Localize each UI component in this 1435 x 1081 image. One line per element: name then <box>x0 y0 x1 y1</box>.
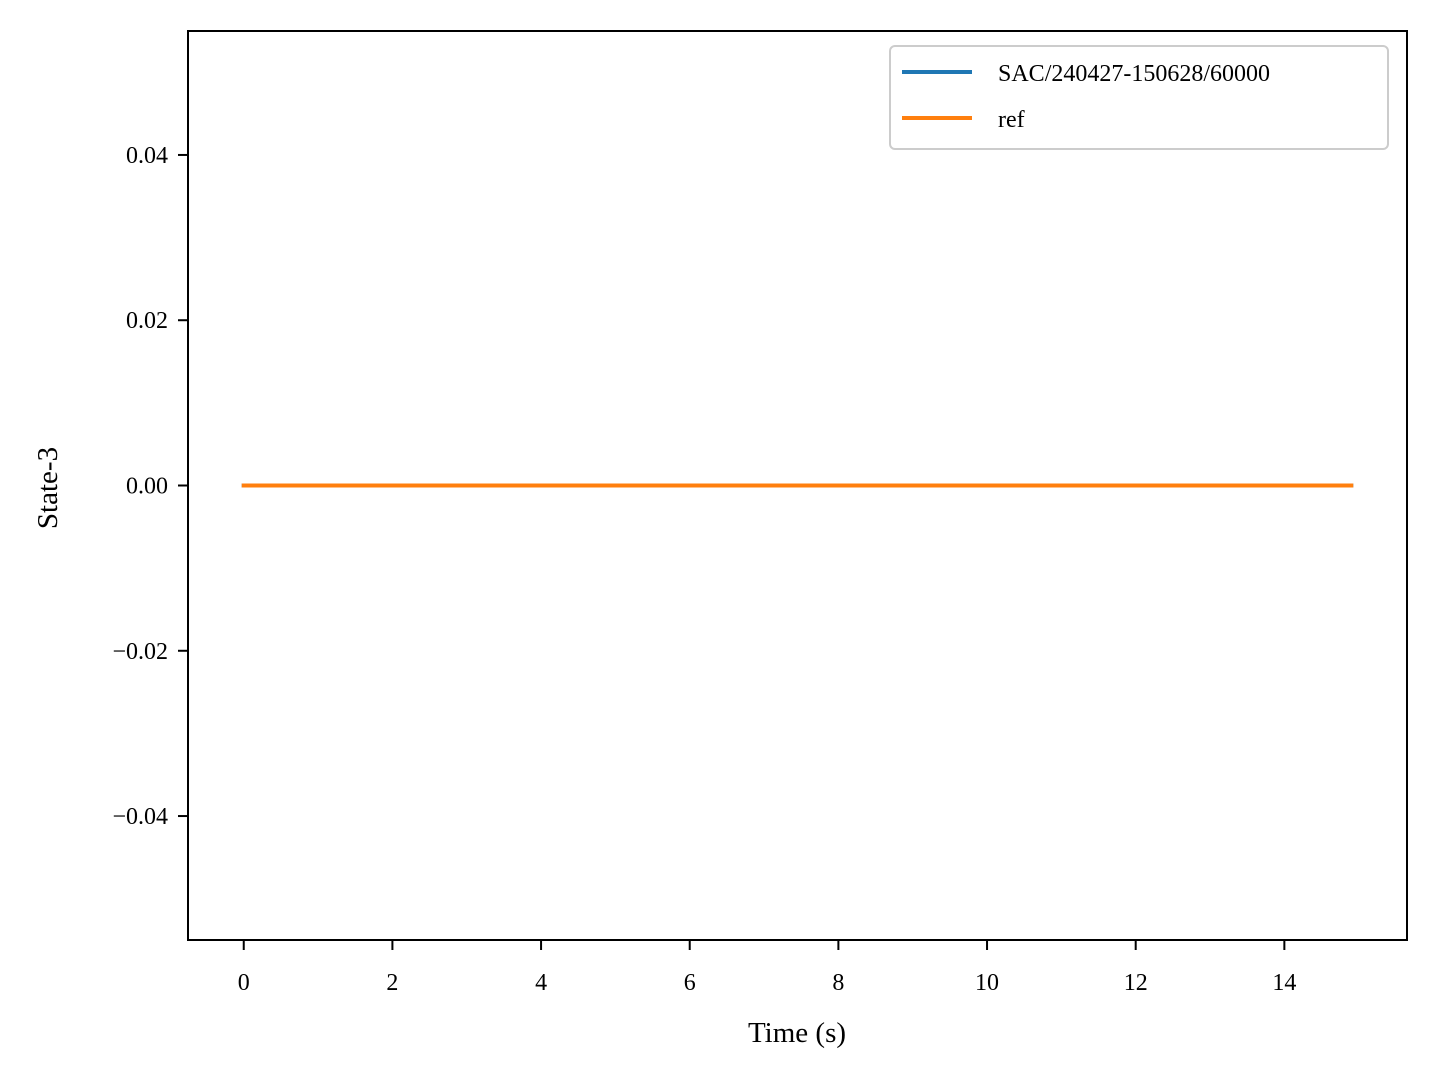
legend-label-ref: ref <box>998 107 1025 133</box>
y-axis: 0.04 0.02 0.00 −0.02 −0.04 <box>112 143 188 830</box>
x-tick-label: 4 <box>535 970 547 996</box>
x-tick-label: 2 <box>386 970 398 996</box>
x-tick-label: 0 <box>238 970 250 996</box>
y-axis-label: State-3 <box>32 447 64 529</box>
y-tick-label: −0.02 <box>112 639 168 665</box>
legend-box <box>889 45 1389 150</box>
x-tick-label: 10 <box>975 970 999 996</box>
x-tick-label: 14 <box>1272 970 1296 996</box>
legend-label-sac: SAC/240427-150628/60000 <box>998 61 1270 87</box>
x-axis: 0 2 4 6 8 10 12 14 <box>238 940 1296 996</box>
y-tick-label: 0.02 <box>126 308 168 334</box>
y-tick-label: 0.04 <box>126 143 168 169</box>
x-tick-label: 12 <box>1124 970 1148 996</box>
y-tick-label: −0.04 <box>112 804 168 830</box>
x-tick-label: 6 <box>684 970 696 996</box>
x-tick-label: 8 <box>832 970 844 996</box>
legend: SAC/240427-150628/60000 ref <box>889 45 1389 150</box>
y-tick-label: 0.00 <box>126 474 168 500</box>
x-axis-label: Time (s) <box>748 1017 846 1049</box>
